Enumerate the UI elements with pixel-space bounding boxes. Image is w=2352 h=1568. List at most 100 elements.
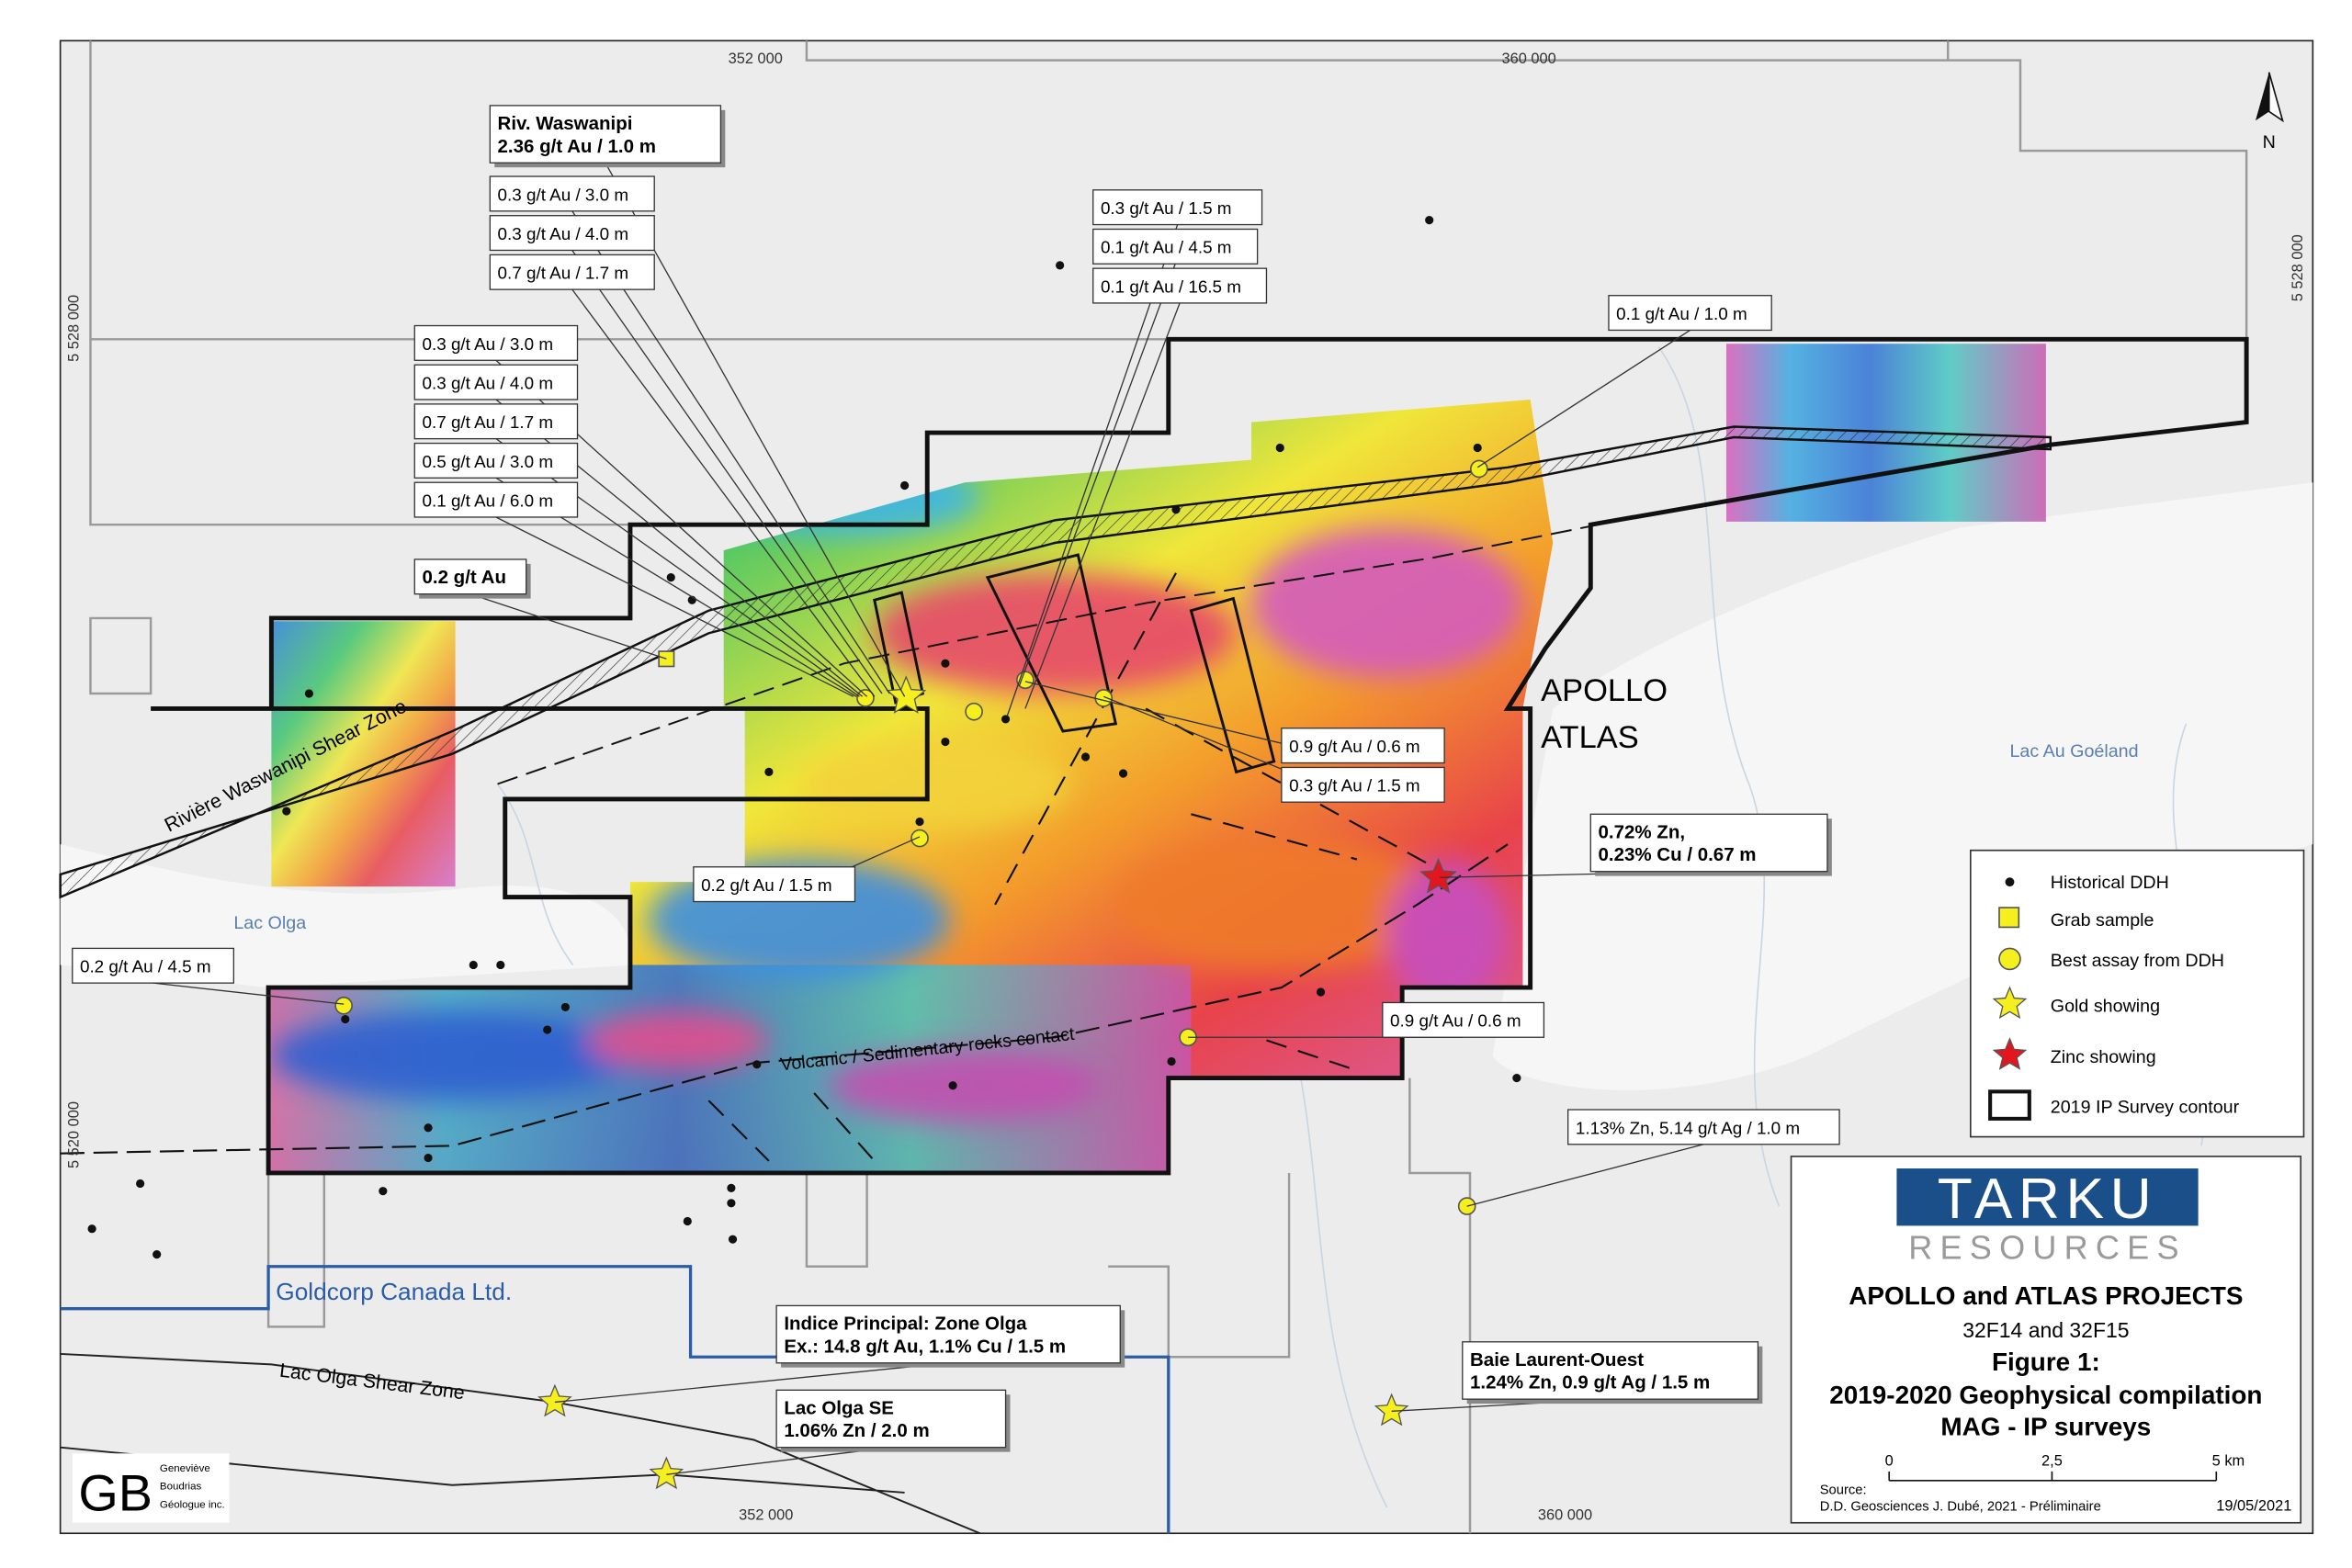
assay-point: [856, 689, 875, 707]
callout: 0.3 g/t Au / 1.5 m: [1102, 695, 1445, 803]
ddh-point: [1171, 505, 1181, 514]
callout-box: [775, 1389, 1007, 1449]
ddh-point: [666, 573, 675, 582]
ddh-point: [683, 1216, 692, 1226]
callout-text: 0.3 g/t Au / 1.5 m: [1289, 776, 1420, 795]
callout: 0.7 g/t Au / 1.7 m: [413, 403, 860, 697]
legend-symbol: [1992, 986, 2028, 1020]
callout-text: 0.23% Cu / 0.67 m: [1598, 844, 1756, 865]
figure-label: Figure 1:: [1992, 1348, 2100, 1376]
leader-line: [1466, 1144, 1704, 1207]
assay-point: [910, 829, 929, 848]
callout-text: 0.7 g/t Au / 1.7 m: [498, 264, 629, 283]
ddh-point: [469, 960, 478, 970]
callout-box: [413, 403, 579, 440]
logo-bg: [1896, 1168, 2199, 1226]
callout-box: [693, 866, 856, 903]
callout-box: [1092, 189, 1263, 226]
callout-text: 1.06% Zn / 2.0 m: [784, 1420, 929, 1441]
callout-text: 1.24% Zn, 0.9 g/t Ag / 1.5 m: [1470, 1372, 1710, 1393]
legend-label: 2019 IP Survey contour: [2051, 1097, 2240, 1117]
grid-label: 352 000: [729, 51, 783, 67]
callout-text: 0.1 g/t Au / 16.5 m: [1101, 276, 1241, 296]
callout-text: 0.5 g/t Au / 3.0 m: [422, 452, 553, 471]
callout-box: [1092, 228, 1259, 265]
source-label: Source:: [1820, 1483, 1867, 1498]
gold-showing: [1374, 1393, 1409, 1427]
callout: 0.3 g/t Au / 4.0 m: [413, 364, 864, 697]
legend-item: 2019 IP Survey contour: [1988, 1089, 2240, 1121]
ddh-point: [560, 1002, 570, 1012]
ddh-point: [1425, 216, 1434, 225]
callout-box: [413, 324, 579, 361]
callout-text: 0.9 g/t Au / 0.6 m: [1289, 737, 1420, 756]
mag-survey: [268, 399, 1554, 1173]
callout-box: [1589, 813, 1828, 873]
callout-box: [413, 364, 579, 400]
legend-label: Grab sample: [2051, 910, 2154, 931]
callout-box: [413, 442, 579, 479]
leader-line: [605, 162, 906, 697]
ddh-point: [1512, 1073, 1521, 1083]
grid-label: 360 000: [1501, 51, 1555, 67]
ddh-point: [1167, 1056, 1176, 1066]
callout-box: [1281, 766, 1445, 803]
author-logo: GB Geneviève Boudrias Géologue inc.: [72, 1453, 230, 1523]
author-initials: GB: [78, 1464, 153, 1522]
scale-label: 5 km: [2212, 1452, 2245, 1469]
ddh-point: [764, 767, 774, 776]
ddh-point: [136, 1179, 145, 1189]
ddh-point: [1080, 752, 1091, 761]
leader-line: [571, 250, 883, 694]
source: D.D. Geosciences J. Dubé, 2021 - Prélimi…: [1820, 1500, 2101, 1515]
grab-sample: [658, 650, 675, 668]
claim-boundaries: [89, 40, 2248, 1534]
leader-line: [571, 210, 890, 694]
callout-text: 0.3 g/t Au / 3.0 m: [498, 185, 629, 204]
callout: 0.1 g/t Au / 6.0 m: [413, 481, 854, 697]
zinc-showing: [1419, 857, 1457, 894]
contact-line: [60, 843, 1509, 1155]
callout-box: [1382, 1001, 1545, 1038]
leader-line: [1476, 329, 1690, 468]
callout: 0.3 g/t Au / 1.5 m: [1006, 189, 1263, 716]
legend-symbol: [1998, 907, 2020, 929]
gold-showing: [537, 1383, 572, 1417]
callout-box: [489, 254, 655, 290]
ddh-point: [87, 1224, 96, 1234]
lake-label: Lac Olga: [233, 913, 306, 933]
company-label: Goldcorp Canada Ltd.: [276, 1278, 512, 1305]
grid-label: 360 000: [1538, 1506, 1592, 1523]
leader-line: [469, 593, 667, 660]
assay-point: [965, 702, 983, 721]
callout-text: Riv. Waswanipi: [498, 113, 633, 134]
callout-text: Indice Principal: Zone Olga: [784, 1314, 1027, 1335]
leader-line: [495, 438, 860, 697]
callout-text: 0.3 g/t Au / 1.5 m: [1101, 198, 1232, 218]
gold-showing: [886, 675, 927, 714]
north-arrow: N: [2255, 72, 2284, 152]
grid-label: 5 520 000: [65, 1101, 82, 1168]
gold-showing: [649, 1456, 684, 1490]
scale-label: 2,5: [2041, 1452, 2063, 1469]
callout-text: Lac Olga SE: [784, 1398, 894, 1419]
legend-label: Zinc showing: [2051, 1047, 2156, 1067]
ddh-point: [1275, 443, 1284, 453]
ddh-point: [496, 960, 505, 970]
ddh-point: [424, 1123, 433, 1133]
ddh-point: [727, 1199, 736, 1208]
callout-box: [489, 215, 655, 252]
callout-text: 0.3 g/t Au / 4.0 m: [498, 224, 629, 243]
ddh-point: [153, 1250, 162, 1259]
legend-label: Historical DDH: [2051, 873, 2169, 893]
legend: Historical DDH Grab sample Best assay from…: [1970, 849, 2305, 1138]
callout: 0.7 g/t Au / 1.7 m: [489, 254, 876, 697]
ddh-point: [1001, 715, 1011, 724]
callout: 0.72% Zn,0.23% Cu / 0.67 m: [1440, 813, 1832, 878]
grid-label: 5 528 000: [2290, 234, 2306, 301]
callout: 0.3 g/t Au / 4.0 m: [489, 215, 883, 694]
leader-line: [495, 516, 854, 697]
callout: 1.13% Zn, 5.14 g/t Ag / 1.0 m: [1466, 1109, 1840, 1207]
